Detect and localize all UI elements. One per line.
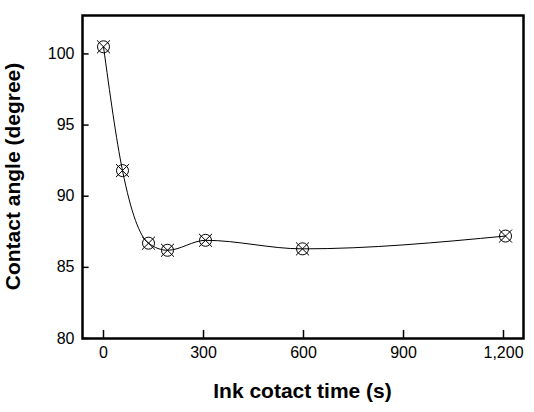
svg-text:85: 85 [57,258,75,275]
svg-text:100: 100 [48,45,75,62]
svg-text:900: 900 [390,344,417,361]
svg-text:95: 95 [57,116,75,133]
svg-text:600: 600 [290,344,317,361]
svg-text:90: 90 [57,187,75,204]
svg-text:0: 0 [99,344,108,361]
svg-text:300: 300 [190,344,217,361]
svg-text:1,200: 1,200 [483,344,523,361]
svg-text:Ink cotact time (s): Ink cotact time (s) [213,379,392,402]
svg-text:80: 80 [57,330,75,347]
svg-text:Contact angle (degree): Contact angle (degree) [1,63,24,291]
